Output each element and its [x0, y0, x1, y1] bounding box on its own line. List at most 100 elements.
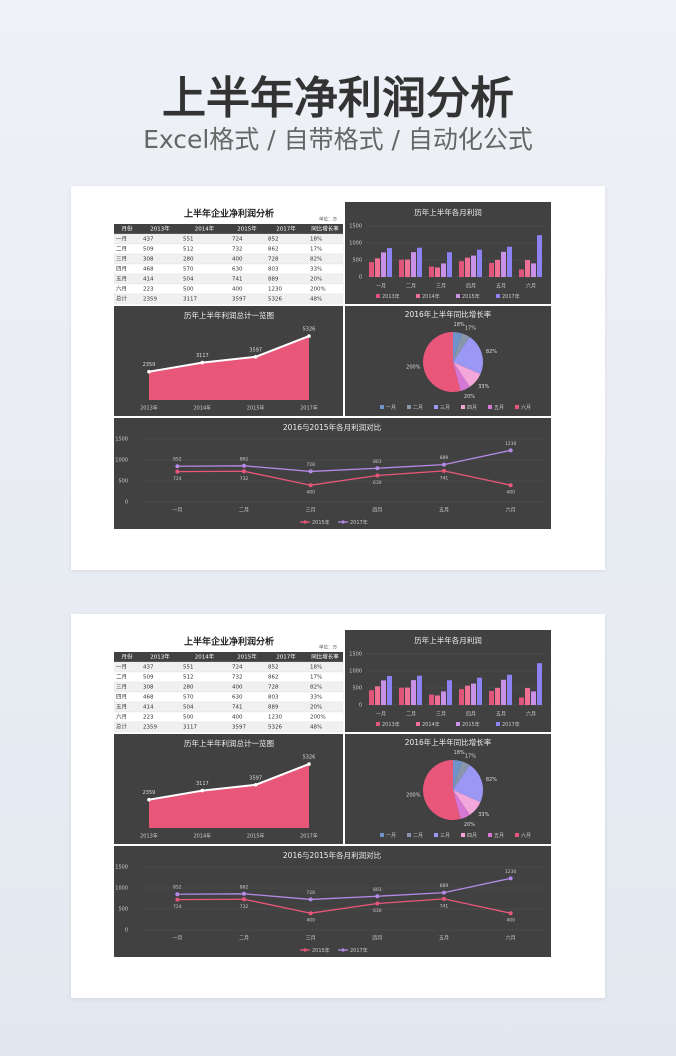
bar	[489, 262, 494, 277]
x-tick-label: 六月	[506, 507, 516, 514]
legend-label: 2015年	[462, 293, 480, 300]
bar	[411, 252, 416, 277]
data-label: 862	[240, 884, 249, 890]
data-label: 728	[306, 462, 315, 468]
line	[177, 470, 511, 486]
legend-swatch	[461, 833, 465, 837]
data-label: 2359	[143, 362, 156, 368]
x-tick-label: 六月	[526, 711, 536, 718]
point	[200, 788, 205, 793]
table-cell: 414	[143, 277, 154, 283]
bar	[459, 261, 464, 277]
pie-slice	[423, 760, 461, 820]
bar	[411, 680, 416, 705]
point	[375, 894, 380, 899]
point	[307, 762, 311, 766]
point	[147, 797, 151, 802]
legend-swatch	[303, 948, 307, 952]
bar	[375, 686, 380, 705]
y-tick-label: 0	[359, 703, 362, 709]
x-tick-label: 四月	[372, 936, 382, 942]
bar	[417, 675, 422, 705]
legend-swatch	[376, 294, 380, 298]
data-label: 82%	[486, 777, 497, 783]
table-cell: 889	[268, 705, 279, 711]
bar	[537, 663, 542, 705]
bar	[405, 687, 410, 705]
table-cell: 二月	[116, 674, 127, 681]
bar	[381, 680, 386, 705]
line	[177, 449, 511, 473]
bar	[387, 248, 392, 277]
bar	[531, 263, 536, 277]
table-cell: 2359	[143, 297, 157, 303]
table-cell: 3117	[183, 297, 197, 303]
table-cell: 400	[232, 257, 243, 263]
point	[200, 360, 205, 365]
bar	[435, 695, 440, 705]
area-line	[148, 763, 310, 801]
bar	[381, 252, 386, 277]
y-tick-label: 500	[352, 686, 362, 692]
bar	[501, 679, 506, 705]
table-cell: 500	[183, 715, 194, 721]
chart-title: 2016与2015年各月利润对比	[283, 850, 382, 860]
legend-swatch	[456, 294, 460, 298]
data-label: 200%	[406, 364, 421, 370]
legend-swatch	[416, 722, 420, 726]
table-cell: 400	[232, 715, 243, 721]
table-cell: 741	[232, 705, 243, 711]
bar	[471, 255, 476, 277]
point	[375, 473, 380, 478]
legend-swatch	[515, 833, 519, 837]
bar	[507, 674, 512, 705]
data-label: 3117	[196, 781, 209, 787]
x-tick-label: 五月	[439, 936, 449, 942]
preview-card: 上半年企业净利润分析 单位：万 月份 2013年 2014年 2015年 2017年 同比增长…	[71, 614, 605, 998]
table-cell: 308	[143, 685, 154, 691]
data-label: 732	[240, 904, 249, 910]
table-cell: 三月	[116, 256, 127, 263]
x-tick-label: 2014年	[193, 833, 211, 840]
x-tick-label: 一月	[376, 284, 386, 290]
page-subtitle: Excel格式 / 自带格式 / 自动化公式	[143, 125, 533, 154]
table-header-cell: 2017年	[276, 653, 296, 661]
legend-swatch	[456, 722, 460, 726]
data-label: 18%	[454, 750, 465, 756]
data-label: 2359	[143, 790, 156, 796]
legend-label: 2017年	[502, 293, 520, 300]
data-label: 400	[306, 918, 315, 924]
bar	[519, 269, 524, 277]
point	[442, 896, 446, 901]
table-cell: 五月	[116, 276, 127, 283]
pie-slice	[453, 760, 463, 790]
point	[253, 355, 258, 359]
legend-label: 三月	[440, 833, 450, 839]
legend-label: 二月	[413, 833, 423, 839]
pie-slice	[453, 332, 463, 362]
legend-label: 2014年	[422, 293, 440, 300]
table-cell: 17%	[310, 247, 322, 253]
table-cell: 280	[183, 685, 194, 691]
x-tick-label: 2017年	[300, 405, 318, 412]
table-title: 上半年企业净利润分析	[184, 208, 274, 220]
legend-label: 2014年	[422, 721, 440, 728]
data-label: 400	[306, 490, 315, 496]
table-cell: 724	[232, 665, 243, 671]
table-cell: 504	[183, 705, 194, 711]
table-cell: 889	[268, 277, 279, 283]
y-tick-label: 500	[118, 479, 128, 485]
chart-title: 历年上半年利润总计一览图	[184, 738, 274, 748]
table-cell: 400	[232, 287, 243, 293]
chart-title: 2016年上半年同比增长率	[405, 309, 492, 319]
table-header-cell: 月份	[121, 653, 133, 661]
table-cell: 20%	[310, 705, 322, 711]
table-cell: 504	[183, 277, 194, 283]
chart-title: 历年上半年各月利润	[414, 207, 482, 217]
x-tick-label: 2017年	[300, 833, 318, 840]
pie-slice	[453, 790, 481, 815]
table-cell: 六月	[116, 713, 127, 721]
legend-label: 2015年	[312, 947, 330, 954]
table-cell: 630	[232, 695, 243, 701]
